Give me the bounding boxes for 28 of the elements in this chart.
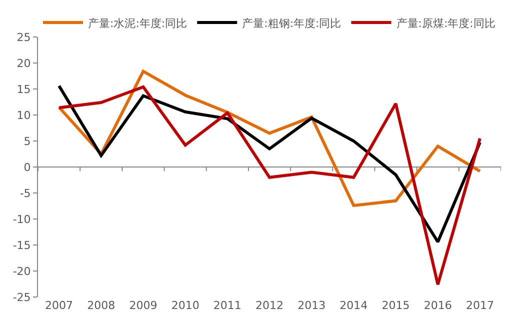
x-tick-label: 2012	[256, 299, 284, 312]
y-tick-label: 5	[24, 134, 31, 148]
x-tick-label: 2009	[129, 299, 158, 312]
y-tick-label: 15	[16, 82, 31, 96]
line-series	[58, 84, 482, 244]
y-tick-label: 20	[16, 56, 31, 70]
y-tick-label: 10	[16, 108, 31, 122]
x-tick-label: 2013	[298, 299, 326, 312]
x-tick-label: 2008	[87, 299, 116, 312]
x-tick-label: 2010	[171, 299, 200, 312]
y-tick-label: -10	[12, 212, 31, 226]
x-tick-label: 2007	[45, 299, 74, 312]
x-tick-label: 2015	[382, 299, 410, 312]
legend-label: 产量:粗钢:年度:同比	[242, 16, 342, 30]
y-tick-label: -15	[12, 238, 31, 252]
y-tick-label: -25	[12, 290, 31, 304]
legend-label: 产量:水泥:年度:同比	[88, 16, 188, 30]
y-tick-label: 0	[24, 160, 31, 174]
x-tick-label: 2011	[213, 299, 242, 312]
y-tick-label: -5	[20, 186, 31, 200]
x-tick-label: 2014	[340, 299, 368, 312]
y-tick-label: -20	[12, 264, 31, 278]
legend-label: 产量:原煤:年度:同比	[396, 16, 496, 30]
x-tick-label: 2016	[424, 299, 452, 312]
line-series	[58, 70, 482, 207]
y-tick-label: 25	[16, 30, 31, 44]
line-series	[58, 85, 482, 286]
x-tick-label: 2017	[466, 299, 494, 312]
